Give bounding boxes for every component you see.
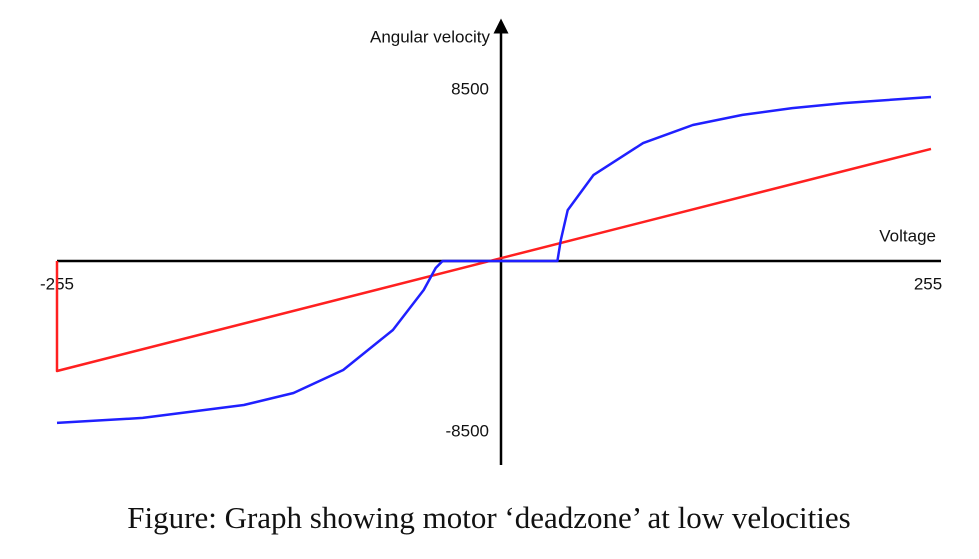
x-tick-label: 255 — [914, 274, 942, 293]
y-tick-label: -8500 — [446, 421, 489, 440]
y-tick-label: 8500 — [451, 79, 489, 98]
y-axis-label: Angular velocity — [370, 27, 491, 46]
caption: Figure: Graph showing motor ‘deadzone’ a… — [127, 500, 850, 535]
x-axis-label: Voltage — [879, 226, 936, 245]
line-series — [55, 147, 932, 373]
line-series — [56, 95, 932, 425]
